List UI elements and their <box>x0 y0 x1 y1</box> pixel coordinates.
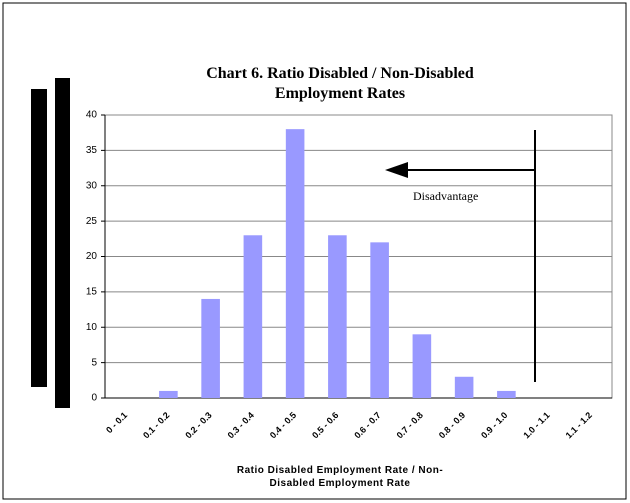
y-tick-label: 30 <box>86 180 98 191</box>
x-tick-label: 0.6 - 0.7 <box>352 410 382 440</box>
y-tick-label: 20 <box>86 251 98 262</box>
bar <box>497 390 516 398</box>
bar <box>159 390 178 398</box>
annotation: Disadvantage <box>413 189 478 203</box>
redacted-bar <box>31 89 47 387</box>
y-tick-label: 5 <box>91 357 97 368</box>
x-tick-label: 1.1 - 1.2 <box>564 410 594 440</box>
x-tick-label: 0 - 0.1 <box>104 410 129 435</box>
bar <box>370 242 389 398</box>
x-tick-label: 1.0 - 1.1 <box>521 410 551 440</box>
x-tick-label: 0.5 - 0.6 <box>310 410 340 440</box>
y-tick-label: 0 <box>91 393 97 404</box>
x-axis-label: Ratio Disabled Employment Rate / Non-Dis… <box>236 465 444 489</box>
y-tick-label: 10 <box>86 322 98 333</box>
x-tick-label: 0.3 - 0.4 <box>226 410 256 440</box>
bar <box>285 129 305 398</box>
bar <box>243 235 263 398</box>
x-tick-label: 0.2 - 0.3 <box>183 410 213 440</box>
x-tick-label: 0.1 - 0.2 <box>141 410 171 440</box>
y-tick-label: 25 <box>86 216 98 227</box>
bar <box>454 376 474 398</box>
bar <box>412 334 432 398</box>
x-tick-label: 0.8 - 0.9 <box>437 410 467 440</box>
arrow-head <box>385 162 408 178</box>
y-tick-label: 35 <box>86 145 98 156</box>
y-tick-label: 15 <box>86 287 98 298</box>
x-tick-label: 0.9 - 1.0 <box>479 410 509 440</box>
y-tick-label: 40 <box>86 110 98 121</box>
x-tick-label: 0.4 - 0.5 <box>268 410 298 440</box>
redacted-bar <box>55 78 70 408</box>
x-tick-label: 0.7 - 0.8 <box>395 410 425 440</box>
bar <box>201 298 220 398</box>
bar <box>328 235 347 398</box>
chart-title: Chart 6. Ratio Disabled / Non-Disabled E… <box>206 65 474 102</box>
